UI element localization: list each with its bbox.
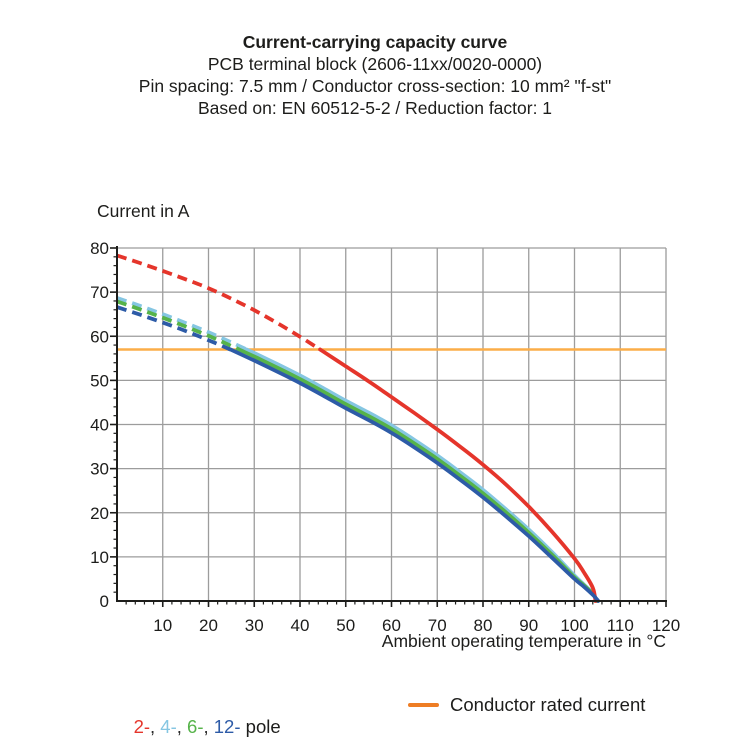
x-axis-label: Ambient operating temperature in °C <box>381 631 666 651</box>
curve-6-pole-solid <box>237 347 600 603</box>
legend-pole-item: 4- <box>160 716 177 737</box>
x-tick-label: 20 <box>199 616 218 635</box>
x-tick-label: 80 <box>474 616 493 635</box>
legend-separator: , <box>203 716 214 737</box>
legend-pole-item: 6- <box>187 716 204 737</box>
curve-4-pole-dashed <box>116 296 248 352</box>
rated-current-swatch-icon <box>408 702 439 708</box>
y-tick-label: 30 <box>90 460 109 479</box>
curve-2-pole-solid <box>318 347 598 603</box>
y-tick-label: 50 <box>90 371 109 390</box>
legend-pole-item: 12- <box>213 716 241 737</box>
chart-title-block: Current-carrying capacity curve PCB term… <box>0 31 750 119</box>
x-tick-label: 100 <box>560 616 588 635</box>
x-tick-label: 40 <box>291 616 310 635</box>
y-axis-label: Current in A <box>97 201 190 221</box>
x-tick-label: 70 <box>428 616 447 635</box>
chart-title: Current-carrying capacity curve <box>242 32 508 52</box>
curve-12-pole-dashed <box>116 305 232 352</box>
chart-subtitle-standard: Based on: EN 60512-5-2 / Reduction facto… <box>197 98 553 118</box>
y-tick-label: 60 <box>90 327 109 346</box>
legend-pole-counts: 2-, 4-, 6-, 12- pole <box>113 694 281 750</box>
legend-pole-items: 2-, 4-, 6-, 12- <box>134 716 241 737</box>
chart-subtitle-product: PCB terminal block (2606-11xx/0020-0000) <box>207 54 543 74</box>
y-tick-label: 20 <box>90 504 109 523</box>
y-tick-label: 70 <box>90 283 109 302</box>
y-tick-label: 0 <box>100 592 109 611</box>
curve-4-pole-solid <box>244 347 599 603</box>
curve-2-pole-dashed <box>116 253 322 352</box>
chart-subtitle-specs: Pin spacing: 7.5 mm / Conductor cross-se… <box>138 76 612 96</box>
legend-pole-item: 2- <box>133 716 151 737</box>
curve-6-pole-dashed <box>116 299 240 352</box>
y-tick-label: 10 <box>90 548 109 567</box>
x-tick-label: 60 <box>382 616 401 635</box>
x-tick-label: 110 <box>607 616 634 635</box>
x-tick-label: 30 <box>245 616 264 635</box>
curve-12-pole-solid <box>227 347 601 603</box>
legend-pole-suffix: pole <box>245 716 281 737</box>
legend-rated-current: Conductor rated current <box>408 694 645 716</box>
legend-rated-label: Conductor rated current <box>450 694 646 715</box>
x-tick-label: 10 <box>153 616 172 635</box>
y-tick-label: 80 <box>90 239 109 258</box>
x-tick-label: 50 <box>336 616 355 635</box>
legend-separator: , <box>176 716 188 737</box>
y-tick-label: 40 <box>90 416 109 435</box>
legend-separator: , <box>150 716 161 737</box>
x-tick-label: 90 <box>519 616 538 635</box>
x-tick-label: 120 <box>652 616 680 635</box>
